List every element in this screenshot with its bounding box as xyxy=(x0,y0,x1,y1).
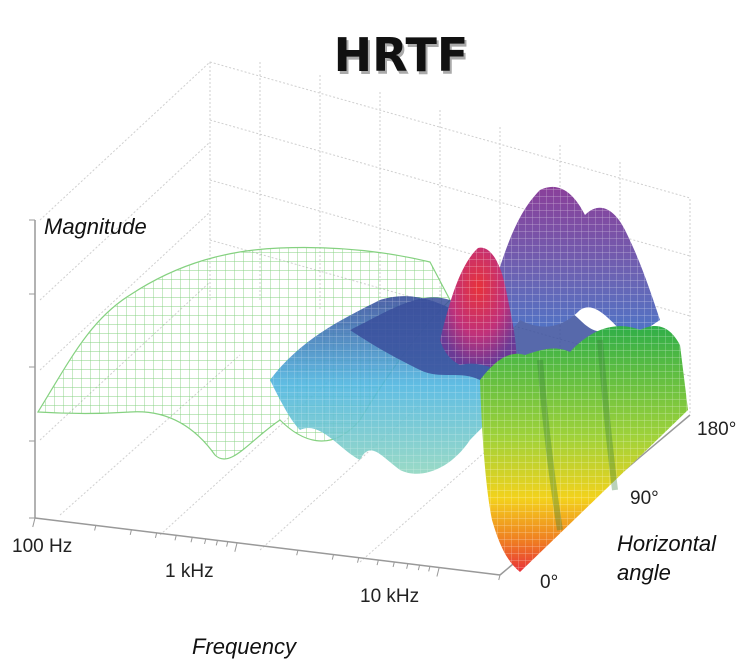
x-tick-mark xyxy=(296,550,299,556)
x-tick-mark xyxy=(376,559,379,566)
x-tick-mark xyxy=(357,557,360,563)
x-tick-mark xyxy=(32,517,36,528)
y-axis-label-line2: angle xyxy=(617,560,671,585)
x-tick-label: 1 kHz xyxy=(165,561,214,582)
x-tick-mark xyxy=(226,541,229,547)
x-tick-label: 10 kHz xyxy=(360,586,419,607)
x-tick-mark xyxy=(129,529,132,535)
x-tick-mark xyxy=(94,525,97,531)
x-tick-mark xyxy=(417,565,421,571)
y-tick-label: 0° xyxy=(540,572,558,593)
x-tick-label: 100 Hz xyxy=(12,536,72,557)
surface xyxy=(36,186,688,572)
x-tick-mark xyxy=(436,567,440,577)
x-tick-mark xyxy=(428,566,431,572)
x-tick-mark xyxy=(190,537,193,543)
x-tick-mark xyxy=(154,532,158,539)
chart-title: HRTF xyxy=(334,28,469,82)
x-tick-mark xyxy=(331,554,334,560)
chart-title-shadow: HRTF xyxy=(336,31,471,85)
y-tick-label: 90° xyxy=(630,488,659,509)
x-tick-mark xyxy=(392,561,395,568)
x-tick-mark xyxy=(215,540,218,546)
x-tick-mark xyxy=(204,538,207,545)
y-tick-label: 180° xyxy=(697,419,736,440)
x-tick-mark xyxy=(174,535,177,541)
x-tick-mark xyxy=(234,542,238,552)
x-tick-mark xyxy=(406,563,409,569)
z-axis-label: Magnitude xyxy=(44,214,147,239)
x-axis-label: Frequency xyxy=(192,634,298,659)
y-axis-label-line1: Horizontal xyxy=(617,531,717,556)
x-tick-mark xyxy=(498,574,501,581)
